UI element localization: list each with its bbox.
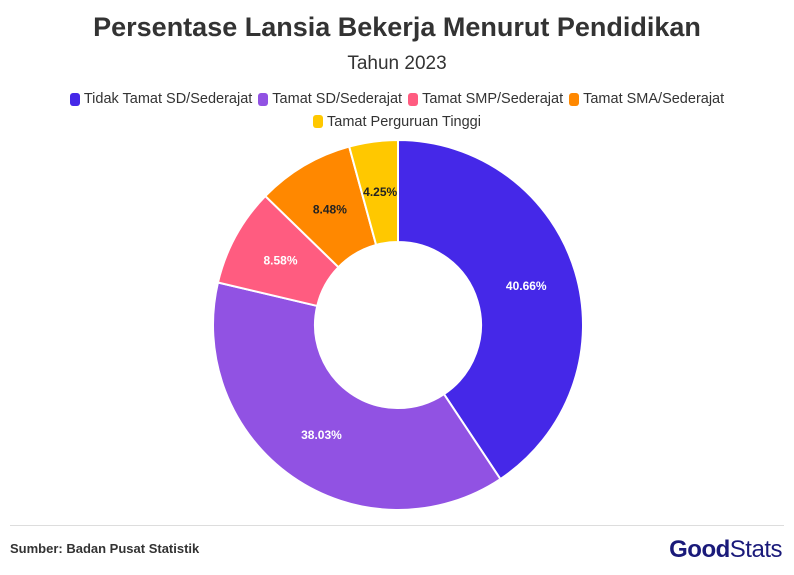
data-label: 8.58% <box>263 254 297 268</box>
legend-item[interactable]: Tamat SMP/Sederajat <box>408 89 563 109</box>
legend-label: Tidak Tamat SD/Sederajat <box>83 91 253 107</box>
data-label: 4.25% <box>363 185 397 199</box>
legend-label: Tamat SMP/Sederajat <box>422 91 564 107</box>
data-label: 38.03% <box>301 428 342 442</box>
legend-swatch <box>408 92 419 106</box>
legend-swatch <box>69 92 80 106</box>
donut-slice[interactable] <box>347 138 399 247</box>
donut-slice[interactable] <box>212 281 502 511</box>
legend-item[interactable]: Tidak Tamat SD/Sederajat <box>69 89 253 109</box>
chart-title: Persentase Lansia Bekerja Menurut Pendid… <box>93 12 701 42</box>
legend-label: Tamat SD/Sederajat <box>272 91 403 107</box>
chart-subtitle: Tahun 2023 <box>347 53 447 74</box>
legend-label: Tamat SMA/Sederajat <box>583 91 725 107</box>
data-label: 40.66% <box>506 279 547 293</box>
legend-item[interactable]: Tamat Perguruan Tinggi <box>313 112 481 132</box>
goodstats-logo: GoodStats <box>669 536 782 563</box>
legend-label: Tamat Perguruan Tinggi <box>327 113 481 130</box>
legend: Tidak Tamat SD/Sederajat Tamat SD/Sederaj… <box>40 89 754 134</box>
legend-swatch <box>313 115 324 128</box>
legend-item[interactable]: Tamat SMA/Sederajat <box>569 89 724 109</box>
divider <box>10 525 784 526</box>
legend-swatch <box>569 92 580 106</box>
legend-item[interactable]: Tamat SD/Sederajat <box>258 89 402 109</box>
data-label: 8.48% <box>313 203 347 217</box>
legend-swatch <box>258 92 269 106</box>
source-note: Sumber: Badan Pusat Statistik <box>10 541 200 556</box>
